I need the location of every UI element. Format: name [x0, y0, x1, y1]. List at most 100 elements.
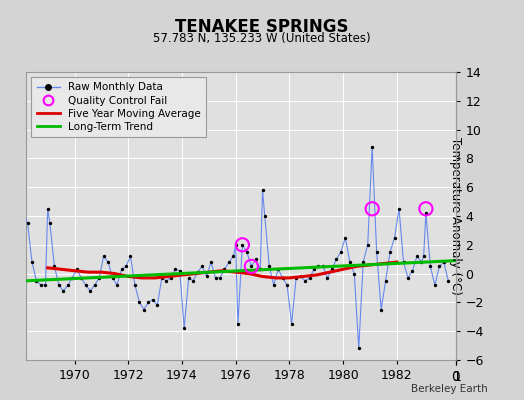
Legend: Raw Monthly Data, Quality Control Fail, Five Year Moving Average, Long-Term Tren: Raw Monthly Data, Quality Control Fail, … — [31, 77, 206, 137]
Point — [399, 259, 408, 265]
Point — [180, 325, 189, 332]
Point — [117, 266, 126, 272]
Point — [278, 275, 287, 281]
Point — [288, 321, 296, 327]
Point — [386, 249, 394, 255]
Point — [332, 256, 341, 262]
Point — [149, 296, 157, 303]
Point — [19, 210, 27, 216]
Point — [292, 275, 300, 281]
Point — [37, 282, 45, 288]
Point — [413, 253, 421, 260]
Point — [328, 266, 336, 272]
Point — [131, 282, 139, 288]
Point — [258, 187, 267, 193]
Point — [319, 263, 327, 270]
Point — [77, 275, 85, 281]
Point — [431, 282, 439, 288]
Point — [189, 278, 198, 284]
Point — [73, 266, 81, 272]
Point — [68, 275, 77, 281]
Point — [408, 268, 417, 274]
Point — [171, 266, 179, 272]
Point — [422, 206, 430, 212]
Point — [63, 282, 72, 288]
Point — [247, 263, 256, 270]
Point — [167, 275, 175, 281]
Point — [122, 263, 130, 270]
Point — [336, 249, 345, 255]
Point — [198, 263, 206, 270]
Point — [82, 282, 90, 288]
Point — [86, 288, 94, 294]
Point — [265, 263, 274, 270]
Point — [359, 259, 367, 265]
Point — [46, 220, 54, 226]
Point — [440, 259, 448, 265]
Point — [176, 268, 184, 274]
Point — [162, 278, 170, 284]
Point — [426, 263, 434, 270]
Point — [269, 282, 278, 288]
Point — [314, 263, 323, 270]
Point — [41, 282, 50, 288]
Point — [100, 253, 108, 260]
Point — [323, 275, 332, 281]
Point — [225, 259, 233, 265]
Point — [108, 275, 117, 281]
Point — [310, 266, 318, 272]
Point — [435, 263, 443, 270]
Point — [256, 266, 265, 272]
Point — [104, 259, 112, 265]
Point — [229, 253, 237, 260]
Point — [28, 259, 36, 265]
Point — [54, 282, 63, 288]
Text: TENAKEE SPRINGS: TENAKEE SPRINGS — [175, 18, 349, 36]
Point — [350, 270, 358, 277]
Point — [238, 242, 247, 248]
Point — [260, 213, 269, 219]
Point — [32, 278, 41, 284]
Point — [24, 220, 32, 226]
Point — [364, 242, 372, 248]
Point — [420, 253, 428, 260]
Point — [377, 306, 385, 313]
Point — [341, 234, 350, 241]
Point — [220, 266, 228, 272]
Point — [301, 278, 309, 284]
Point — [305, 275, 314, 281]
Point — [207, 259, 215, 265]
Point — [297, 273, 305, 280]
Point — [234, 321, 242, 327]
Point — [346, 259, 354, 265]
Point — [247, 263, 256, 270]
Point — [193, 269, 202, 275]
Point — [140, 306, 148, 313]
Point — [395, 206, 403, 212]
Point — [43, 206, 52, 212]
Point — [211, 275, 220, 281]
Point — [91, 282, 99, 288]
Point — [232, 242, 240, 248]
Point — [444, 278, 452, 284]
Point — [158, 275, 166, 281]
Point — [252, 256, 260, 262]
Text: 57.783 N, 135.233 W (United States): 57.783 N, 135.233 W (United States) — [153, 32, 371, 45]
Point — [95, 275, 103, 281]
Point — [126, 253, 135, 260]
Point — [243, 249, 251, 255]
Point — [113, 282, 121, 288]
Point — [153, 302, 161, 308]
Point — [184, 275, 193, 281]
Point — [135, 299, 144, 306]
Text: Berkeley Earth: Berkeley Earth — [411, 384, 487, 394]
Point — [238, 242, 247, 248]
Point — [216, 275, 224, 281]
Point — [274, 266, 282, 272]
Point — [144, 299, 152, 306]
Point — [50, 263, 59, 270]
Point — [404, 275, 412, 281]
Point — [355, 345, 363, 352]
Point — [422, 210, 430, 216]
Point — [202, 273, 211, 280]
